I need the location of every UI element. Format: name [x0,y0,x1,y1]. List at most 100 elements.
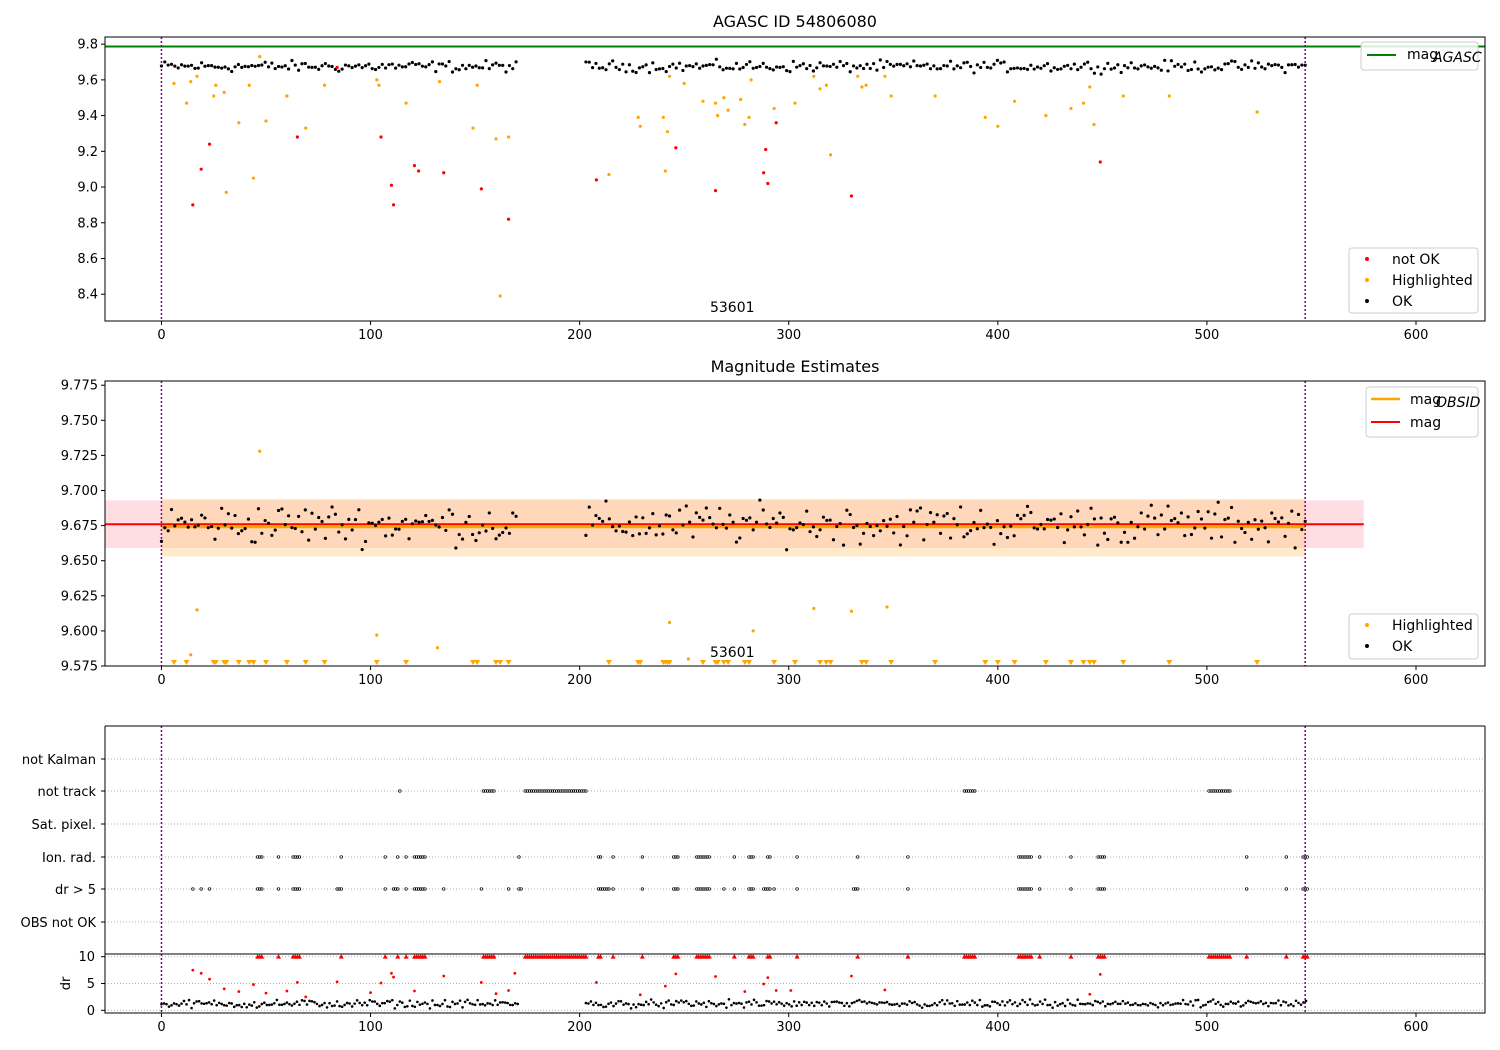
dr-ok-point [1204,1003,1207,1007]
dr-ok-point [855,999,859,1003]
ok-point [624,70,628,74]
flag-point [339,887,343,891]
dr-ok-point [393,1007,397,1010]
ok-point [340,67,344,71]
dr-ok-point [406,1004,409,1008]
ok-point [454,67,458,71]
ok-point [955,64,959,68]
ok-point [587,60,591,64]
dr-ok-point [1126,1001,1130,1004]
ok-point [754,520,759,524]
clipped-marker [932,660,939,665]
ok-point [785,69,789,73]
dr-ok-point [697,1002,701,1005]
y-tick-label: 9.8 [77,38,98,53]
ok-point [1106,537,1110,542]
clipped-marker [863,660,870,665]
ok-point [1286,63,1291,67]
flag-point [966,789,971,793]
flag-point [335,887,339,891]
dr-ok-point [908,1000,911,1003]
flag-point [536,789,540,793]
dr-ok-point [165,1002,168,1006]
ok-point [220,506,224,510]
ok-point [785,548,789,552]
dr-ok-point [360,1003,364,1007]
highlighted-point [849,609,854,613]
ok-point [671,62,675,66]
dr-ok-point [385,999,389,1003]
flag-point [534,789,538,793]
flag-point [1017,855,1021,859]
dr-ok-point [401,1001,404,1005]
dr-ok-point [237,1003,241,1007]
ok-point [935,513,939,517]
dr-ok-point [1214,1002,1217,1006]
ok-point [176,518,180,522]
dr-ok-point [488,1002,492,1005]
dr-ok-point [270,1003,274,1006]
ok-point [738,536,742,540]
ok-point [627,520,632,524]
flag-point [747,855,751,859]
dr-ok-point [780,1002,783,1005]
legend-box [1348,247,1479,314]
flag-point [962,789,967,793]
dr-ok-point [1279,1003,1283,1007]
dr-ok-point [1063,1004,1067,1008]
highlighted-point [701,99,705,103]
ok-point [918,64,923,68]
ok-point [985,522,989,526]
dr-ok-point [1124,1002,1127,1005]
ok-point [481,523,485,527]
dr-ok-point [501,1000,504,1004]
ok-point [266,65,271,69]
dr-capped-marker [259,954,265,959]
ok-point [798,63,802,68]
ok-point [701,518,705,522]
ok-point [193,525,197,529]
dr-ok-point [727,997,731,1001]
ok-point [1136,525,1140,529]
dr-ok-point [767,1000,771,1003]
ok-point [975,527,979,531]
legend-mag-obsid-sub: OBSID [1436,395,1481,411]
dr-outlier-point [335,980,339,984]
ok-point [497,63,501,67]
y-tick-label: 10 [78,950,95,965]
dr-ok-point [1171,1003,1175,1006]
dr-ok-point [363,1001,366,1004]
clipped-marker [493,660,499,665]
ok-point [1146,65,1150,69]
dr-outlier-point [222,987,226,991]
ok-point [454,546,458,550]
highlighted-point [195,74,199,78]
dr-ok-point [607,1002,610,1006]
ok-point [617,67,621,72]
not-ok-point [479,187,483,191]
clipped-marker [246,660,253,665]
dr-ok-point [436,1003,439,1007]
flag-point [1019,887,1023,891]
dr-ok-point [765,999,768,1003]
dr-ok-point [637,1002,640,1006]
ok-point [1186,515,1190,519]
ok-point [307,65,311,69]
ok-point [1042,527,1046,531]
ok-point [734,540,739,544]
dr-capped-marker [1227,954,1233,959]
dr-ok-point [1066,998,1069,1002]
ok-point [210,524,214,529]
ok-point [818,528,822,532]
dr-ok-point [805,1001,809,1004]
dr-ok-point [308,999,311,1003]
dr-ok-point [1156,1005,1160,1009]
ok-point [313,65,317,69]
ok-point [444,528,448,533]
ok-point [892,531,896,535]
ok-point [838,59,842,64]
flag-point [293,855,297,859]
ok-point [594,61,598,66]
ok-point [895,62,899,66]
dr-ok-point [516,1002,520,1006]
